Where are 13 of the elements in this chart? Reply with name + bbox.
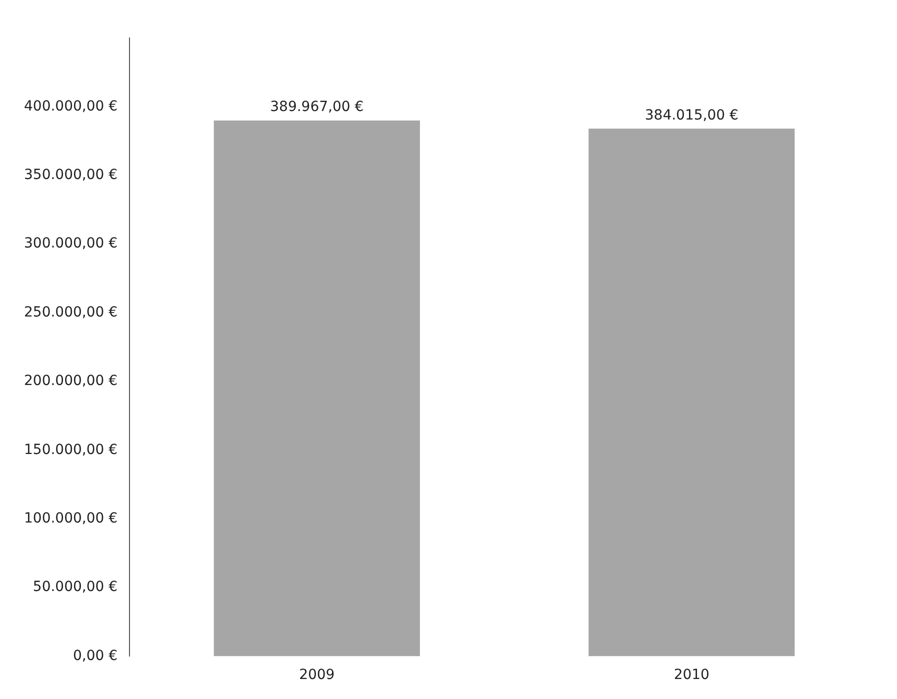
- y-tick-label: 350.000,00 €: [24, 167, 118, 184]
- x-tick-label: 2010: [674, 667, 710, 684]
- x-tick-label: 2009: [299, 667, 335, 684]
- data-label: 384.015,00 €: [644, 107, 738, 124]
- y-tick-label: 50.000,00 €: [32, 579, 118, 596]
- y-tick-label: 100.000,00 €: [24, 510, 118, 526]
- y-tick-label: 200.000,00 €: [24, 373, 118, 390]
- data-label: 389.967,00 €: [270, 99, 364, 116]
- y-tick-label: 0,00 €: [72, 648, 118, 664]
- y-tick-label: 300.000,00 €: [24, 236, 118, 252]
- y-tick-label: 400.000,00 €: [24, 98, 118, 114]
- y-tick-label: 250.000,00 €: [24, 304, 118, 320]
- y-tick-label: 150.000,00 €: [24, 442, 118, 458]
